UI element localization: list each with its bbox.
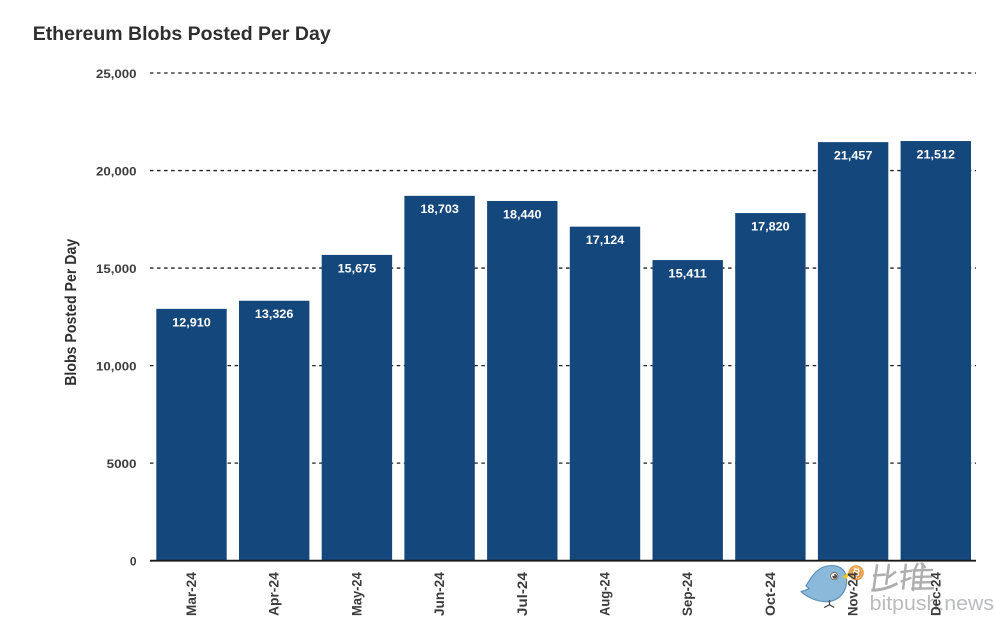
svg-text:10,000: 10,000 [96,360,137,374]
svg-text:18,440: 18,440 [503,207,542,221]
svg-text:17,124: 17,124 [586,233,625,247]
svg-text:21,512: 21,512 [917,147,956,161]
svg-text:Oct-24: Oct-24 [763,572,778,616]
svg-text:Nov-24: Nov-24 [846,572,861,616]
svg-text:Ethereum Blobs Posted Per Day: Ethereum Blobs Posted Per Day [33,23,331,45]
svg-text:Jul-24: Jul-24 [515,572,530,616]
svg-text:18,703: 18,703 [420,202,459,216]
svg-text:Dec-24: Dec-24 [928,572,943,616]
svg-text:5000: 5000 [107,457,137,471]
svg-text:13,326: 13,326 [255,307,294,321]
svg-text:May-24: May-24 [349,572,364,616]
svg-text:25,000: 25,000 [96,67,137,81]
svg-text:Blobs Posted Per Day: Blobs Posted Per Day [63,238,80,385]
svg-text:20,000: 20,000 [96,164,137,178]
svg-text:Mar-24: Mar-24 [184,572,199,616]
svg-text:Sep-24: Sep-24 [680,572,695,616]
svg-text:21,457: 21,457 [834,149,873,163]
svg-text:15,675: 15,675 [338,261,377,275]
svg-text:15,000: 15,000 [96,262,137,276]
svg-text:Apr-24: Apr-24 [267,572,282,616]
svg-text:0: 0 [130,555,137,569]
svg-text:Jun-24: Jun-24 [432,572,447,616]
svg-text:17,820: 17,820 [751,220,790,234]
svg-text:12,910: 12,910 [172,315,211,329]
svg-text:15,411: 15,411 [668,267,707,281]
svg-text:Aug-24: Aug-24 [598,572,613,616]
